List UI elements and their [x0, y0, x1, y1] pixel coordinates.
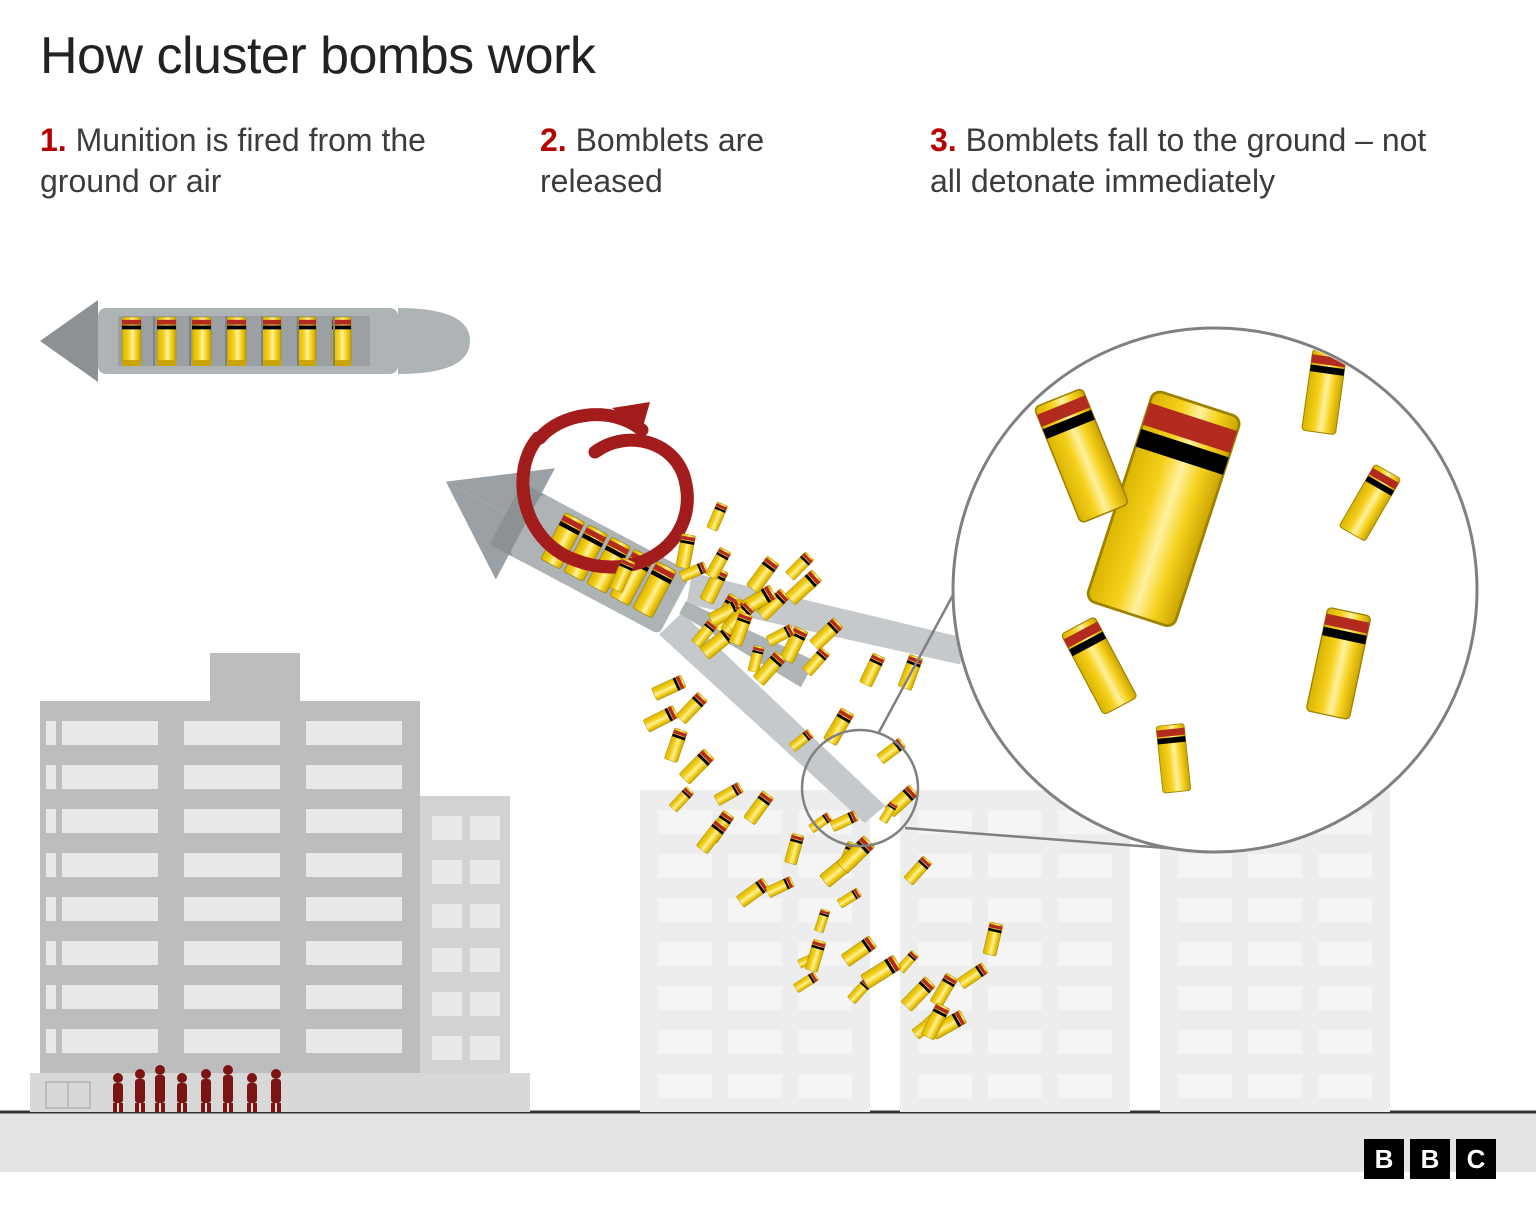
bbc-logo-b2: B — [1410, 1139, 1450, 1179]
bbc-logo-b1: B — [1364, 1139, 1404, 1179]
bbc-logo: B B C — [1364, 1139, 1496, 1179]
magnifier — [802, 328, 1477, 852]
infographic-canvas: How cluster bombs work 1. Munition is fi… — [0, 0, 1536, 1207]
missile-cutaway — [40, 300, 470, 382]
ground-fill — [0, 1112, 1536, 1172]
diagram-scene — [0, 0, 1536, 1207]
building-foreground — [30, 653, 530, 1112]
bbc-logo-c: C — [1456, 1139, 1496, 1179]
